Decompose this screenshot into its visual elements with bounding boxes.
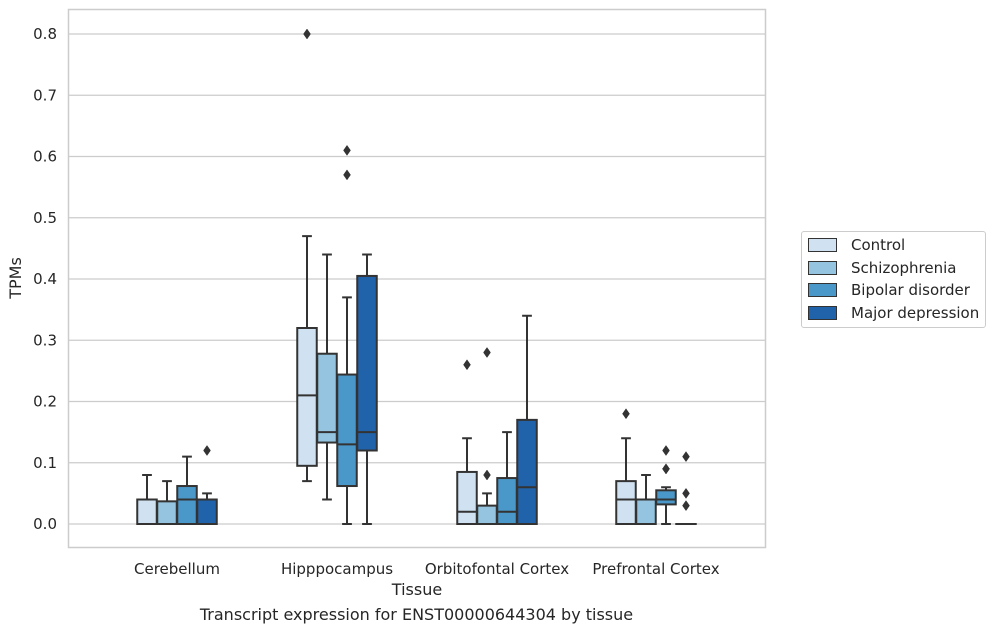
box-schizophrenia: [156, 480, 178, 525]
box-schizophrenia: [476, 347, 498, 525]
box-major-depression: [196, 445, 218, 525]
legend-swatch: [808, 238, 837, 253]
box-bipolar-disorder: [176, 455, 198, 525]
box-iqr: [456, 470, 478, 525]
box-bipolar-disorder: [496, 431, 518, 525]
outlier-point: [682, 500, 690, 512]
box-iqr: [476, 504, 498, 525]
boxes: [136, 28, 697, 526]
y-tick-label: 0.7: [33, 86, 57, 104]
legend: Control Schizophrenia Bipolar disorder Majo…: [801, 231, 986, 328]
outlier-point: [203, 445, 211, 456]
outlier-point: [622, 408, 630, 420]
box-iqr: [316, 352, 338, 444]
y-tick-label: 0.5: [33, 209, 57, 227]
box-iqr: [156, 500, 178, 525]
legend-label: Bipolar disorder: [851, 281, 970, 300]
y-tick-label: 0.0: [33, 515, 57, 533]
legend-item: Bipolar disorder: [802, 279, 985, 302]
y-tick-label: 0.2: [33, 393, 57, 411]
box-iqr: [655, 489, 677, 506]
gridlines: [68, 33, 766, 525]
box-schizophrenia: [316, 253, 338, 501]
x-tick-label: Orbitofontal Cortex: [425, 560, 569, 578]
box-iqr: [635, 498, 657, 525]
box-bipolar-disorder: [336, 144, 358, 525]
y-tick-label: 0.3: [33, 331, 57, 349]
legend-label: Schizophrenia: [851, 258, 957, 277]
box-control: [615, 408, 637, 525]
y-tick-label: 0.8: [33, 25, 57, 43]
y-tick-label: 0.6: [33, 148, 57, 166]
x-tick-label: Hipppocampus: [281, 560, 393, 578]
legend-swatch: [808, 283, 837, 298]
plot-frame: [67, 8, 767, 549]
x-tick-labels: Cerebellum Hipppocampus Orbitofontal Corte…: [134, 560, 720, 578]
box-control: [136, 474, 158, 525]
box-major-depression: [675, 451, 697, 526]
outlier-point: [483, 347, 491, 358]
y-tick-labels: 0.0 0.1 0.2 0.3 0.4 0.5 0.6 0.7 0.8: [33, 25, 57, 533]
box-control: [296, 28, 318, 483]
outlier-point: [682, 451, 690, 463]
box-iqr: [136, 498, 158, 525]
box-schizophrenia: [635, 474, 657, 525]
legend-swatch: [808, 305, 837, 320]
box-iqr: [196, 498, 218, 525]
box-iqr: [176, 485, 198, 525]
outlier-point: [662, 445, 670, 456]
legend-item: Schizophrenia: [802, 257, 985, 280]
y-axis-label: TPMs: [6, 257, 25, 300]
legend-item: Major depression: [802, 302, 985, 325]
outlier-point: [303, 28, 311, 40]
legend-label: Control: [851, 236, 906, 255]
legend-swatch: [808, 260, 837, 275]
figure-caption: Transcript expression for ENST0000064430…: [199, 605, 634, 624]
legend-label: Major depression: [851, 303, 980, 322]
legend-item: Control: [802, 234, 985, 257]
x-axis-label: Tissue: [391, 580, 442, 599]
box-iqr: [356, 274, 378, 452]
outlier-point: [662, 463, 670, 475]
box-bipolar-disorder: [655, 445, 677, 525]
box-iqr: [516, 418, 538, 525]
box-iqr: [496, 477, 518, 525]
y-tick-label: 0.1: [33, 454, 57, 472]
outlier-point: [343, 144, 351, 156]
box-major-depression: [356, 253, 378, 525]
outlier-point: [463, 359, 471, 371]
y-tick-label: 0.4: [33, 270, 57, 288]
box-iqr: [615, 480, 637, 525]
x-tick-label: Cerebellum: [134, 560, 220, 578]
box-control: [456, 359, 478, 525]
outlier-point: [483, 469, 491, 481]
box-iqr: [296, 327, 318, 467]
box-major-depression: [516, 314, 538, 525]
x-tick-label: Prefrontal Cortex: [592, 560, 719, 578]
outlier-point: [682, 487, 690, 499]
outlier-point: [343, 169, 351, 181]
box-iqr: [336, 373, 358, 488]
